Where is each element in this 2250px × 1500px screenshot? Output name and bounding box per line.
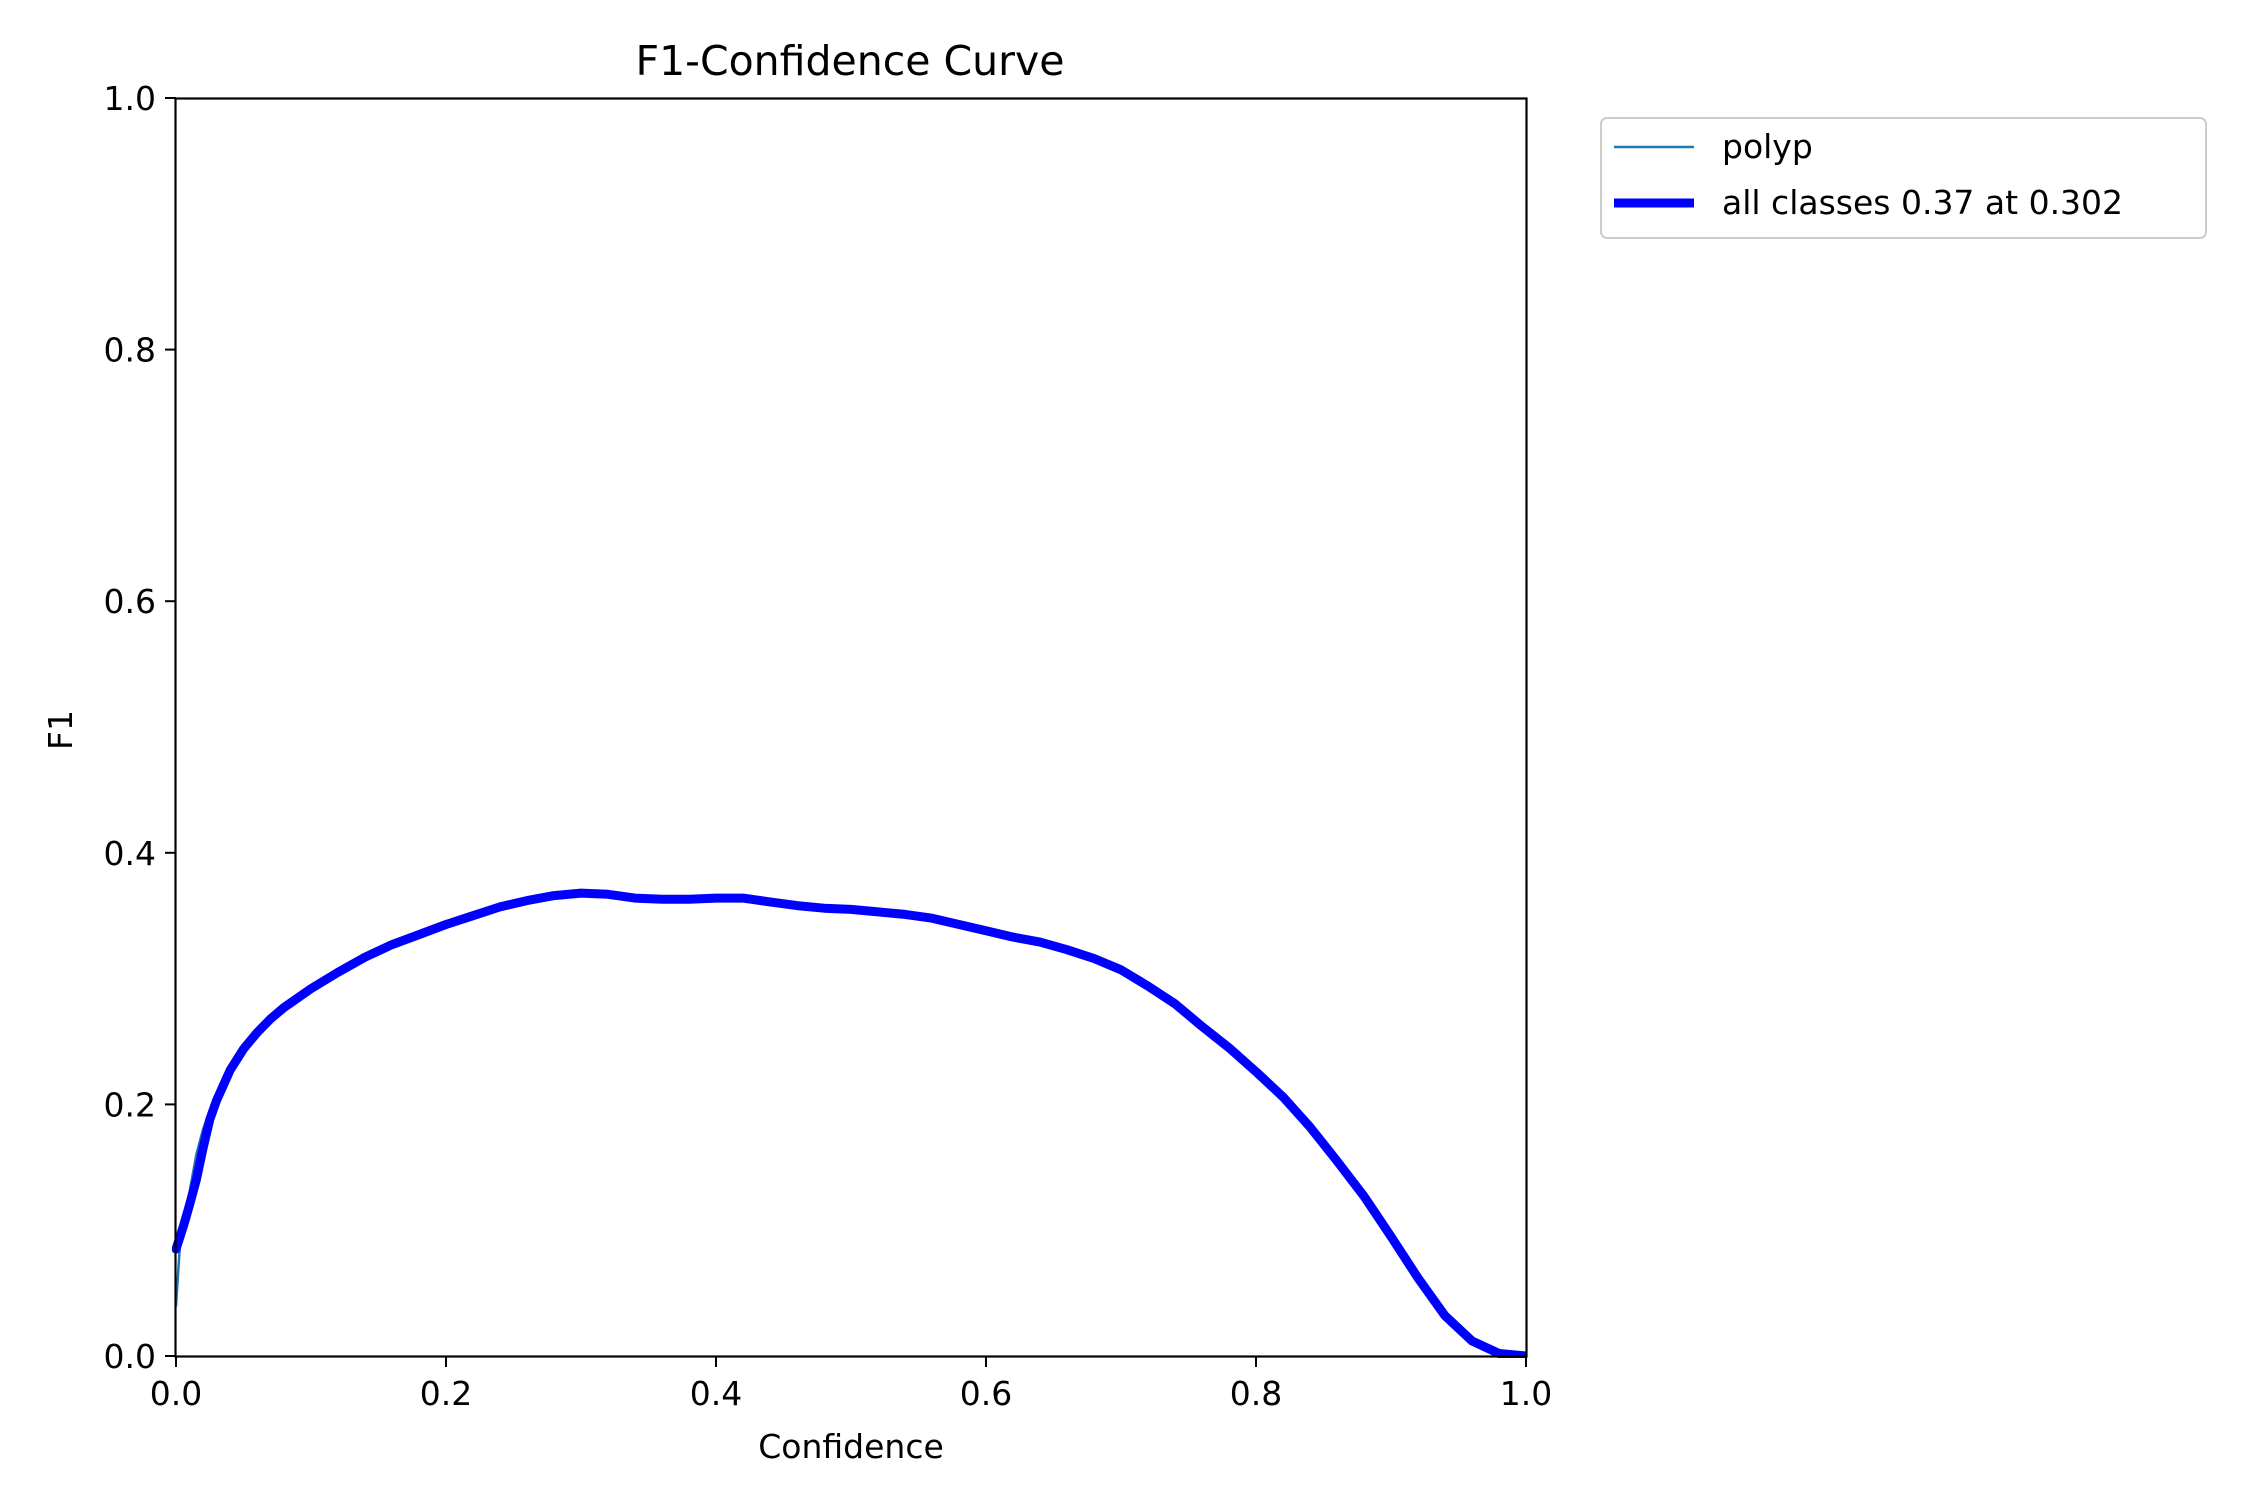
y-axis-label: F1: [41, 710, 80, 750]
y-tick-label: 0.6: [104, 582, 156, 621]
y-axis: 0.0 0.2 0.4 0.6 0.8 1.0: [104, 79, 176, 1376]
legend-label-polyp: polyp: [1722, 127, 1813, 166]
y-tick-label: 0.4: [104, 834, 156, 873]
x-tick-label: 0.6: [960, 1374, 1012, 1413]
chart-title: F1-Confidence Curve: [636, 37, 1065, 85]
x-tick-label: 0.0: [150, 1374, 202, 1413]
x-tick-label: 0.2: [420, 1374, 472, 1413]
legend: polyp all classes 0.37 at 0.302: [1600, 117, 2207, 239]
y-tick-label: 1.0: [104, 79, 156, 118]
x-tick-label: 1.0: [1500, 1374, 1552, 1413]
y-tick-label: 0.2: [104, 1085, 156, 1124]
plot-area: [172, 97, 1528, 1358]
series-layer: [172, 888, 1527, 1358]
y-tick-label: 0.0: [104, 1337, 156, 1376]
x-axis: 0.0 0.2 0.4 0.6 0.8 1.0: [150, 1356, 1552, 1413]
x-tick-label: 0.4: [690, 1374, 742, 1413]
legend-label-all-classes: all classes 0.37 at 0.302: [1722, 183, 2123, 222]
x-tick-label: 0.8: [1230, 1374, 1282, 1413]
legend-box: [1600, 117, 2207, 239]
x-axis-label: Confidence: [758, 1427, 944, 1466]
series-line-all-classes: [172, 888, 1527, 1358]
y-tick-label: 0.8: [104, 331, 156, 370]
plot-frame: [174, 97, 1528, 1358]
